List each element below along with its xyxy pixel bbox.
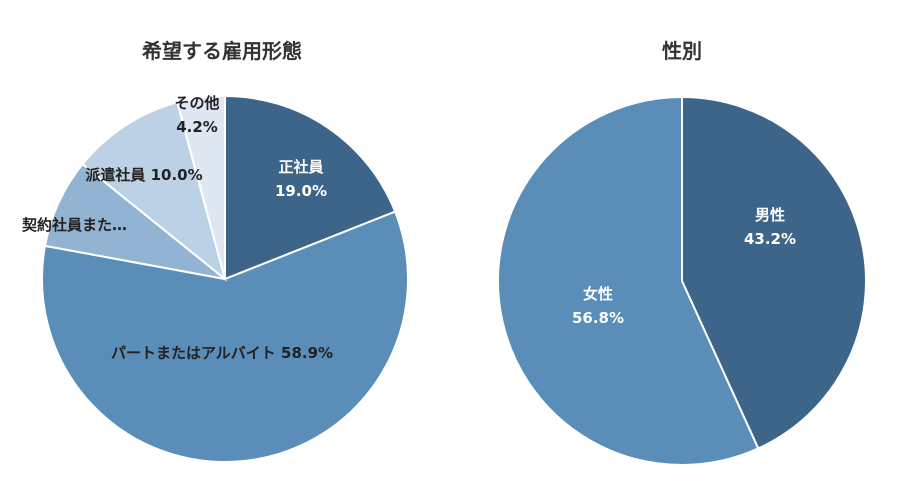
slice-name: 派遣社員 10.0% <box>85 166 202 184</box>
pie-slices <box>41 94 409 463</box>
slice-name: 女性 <box>583 285 613 303</box>
chart-title: 性別 <box>662 39 702 63</box>
slice-label: 契約社員また… <box>21 216 127 234</box>
slice-name: パートまたはアルバイト 58.9% <box>111 344 333 362</box>
pie-slice <box>497 95 760 466</box>
slice-name: 男性 <box>755 206 785 224</box>
slice-label: その他 4.2% <box>174 94 219 136</box>
pie-slice <box>41 210 409 463</box>
slice-value: 4.2% <box>176 118 218 136</box>
slice-label: 派遣社員 10.0% <box>85 166 202 184</box>
pie-labels: 正社員 19.0% パートまたはアルバイト 58.9% 契約社員また… 派遣社員 10.… <box>21 94 333 362</box>
slice-value: 56.8% <box>572 309 624 327</box>
slice-label: 正社員 19.0% <box>275 158 327 200</box>
pie-slices <box>497 95 868 466</box>
pie-slice <box>176 94 226 280</box>
pie-labels: 男性 43.2% 女性 56.8% <box>572 206 796 327</box>
slice-label: パートまたはアルバイト 58.9% <box>111 344 333 362</box>
slice-name: 正社員 <box>278 158 323 176</box>
pie-slice <box>43 162 226 280</box>
pie-slice <box>681 95 868 450</box>
slice-value: 19.0% <box>275 182 327 200</box>
chart-title: 希望する雇用形態 <box>142 39 302 63</box>
pie-slice <box>81 101 227 282</box>
slice-label: 男性 43.2% <box>744 206 796 248</box>
employment-type-pie-chart: 希望する雇用形態 正社員 19.0% パートまたはアルバイト 58.9% 契約社員また… <box>21 39 409 463</box>
slice-name: その他 <box>174 94 219 112</box>
slice-value: 43.2% <box>744 230 796 248</box>
slice-label: 女性 56.8% <box>572 285 624 327</box>
gender-pie-chart: 性別 男性 43.2% 女性 56.8% <box>497 39 868 466</box>
slice-name: 契約社員また… <box>21 216 127 234</box>
pie-slice <box>224 94 397 281</box>
